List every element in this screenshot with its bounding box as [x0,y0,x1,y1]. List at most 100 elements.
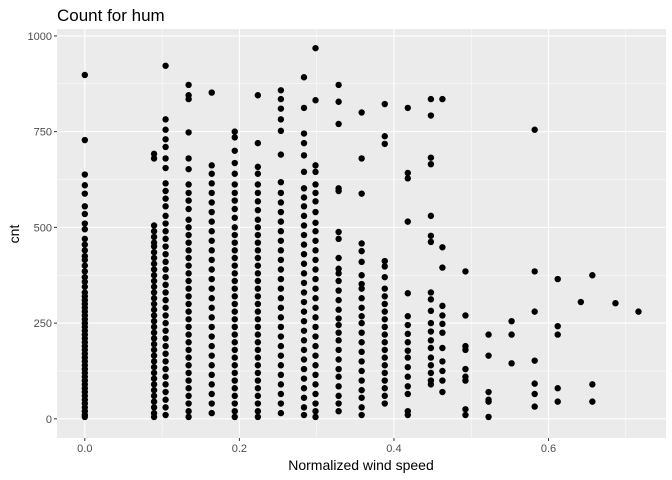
axis-ticks: 0.0 0.2 0.4 0.6 0 250 500 750 1000 [28,31,557,455]
data-point [335,235,342,243]
data-point [208,304,215,311]
data-point [335,315,342,322]
data-point [300,365,308,373]
data-point [254,231,262,239]
data-point [335,392,342,400]
data-point [508,331,515,338]
data-point [358,285,365,292]
data-point [208,256,215,264]
data-point [254,316,262,323]
data-point [208,89,215,96]
data-point [162,281,169,289]
data-point [531,268,538,275]
data-point [335,356,342,363]
data-point [231,308,238,315]
data-point [150,329,158,336]
data-point [300,411,308,419]
data-point [185,216,192,223]
y-axis-label: cnt [6,225,22,244]
data-point [427,112,435,119]
data-point [300,241,308,248]
data-point [335,296,342,304]
data-point [231,385,238,392]
data-point [185,392,192,400]
data-point [277,228,285,235]
data-point [162,312,169,319]
data-point [162,143,169,151]
data-point [531,308,538,315]
data-point [277,342,285,350]
data-point [208,170,215,177]
data-point [231,369,238,377]
data-point [185,205,192,213]
data-point [300,222,308,229]
data-point [185,270,192,277]
data-point [277,189,285,197]
data-point [277,116,285,123]
data-point [358,280,365,288]
data-point [81,203,89,210]
data-point [150,272,158,279]
x-tick-label: 0.0 [77,443,92,455]
data-point [150,260,158,267]
data-point [254,407,262,415]
data-point [531,126,538,133]
data-point [404,383,411,390]
data-point [277,105,285,112]
y-tick-label: 0 [46,414,52,426]
data-point [162,365,169,373]
data-point [150,300,158,308]
data-point [254,254,262,262]
data-point [254,181,262,188]
data-point [208,323,215,331]
data-point [150,340,158,348]
data-point [404,104,411,112]
data-point [312,208,319,216]
data-point [335,270,342,277]
data-point [231,239,238,246]
data-point [300,346,308,354]
data-point [358,295,365,302]
data-point [150,323,158,331]
data-point [208,237,215,244]
data-point [312,381,319,388]
data-point [312,390,319,398]
data-point [335,228,342,236]
data-point [150,283,158,290]
data-point [231,346,238,354]
data-point [277,237,285,244]
data-point [439,244,446,251]
data-point [150,277,158,285]
data-point [277,362,285,369]
data-point [231,254,238,262]
data-point [81,283,89,290]
data-point [312,352,319,359]
data-point [208,228,215,235]
data-point [312,228,319,235]
data-point [231,339,238,346]
data-point [254,369,262,377]
data-point [381,285,388,292]
data-point [427,154,435,161]
data-point [358,272,365,279]
data-point [231,277,238,285]
data-point [312,247,319,254]
data-point [185,262,192,269]
data-point [231,377,238,384]
data-point [277,371,285,379]
data-point [427,328,435,335]
data-point [231,262,238,269]
data-point [185,181,192,188]
data-point [312,323,319,331]
data-point [312,342,319,350]
data-point [335,265,342,272]
data-point [277,314,285,321]
data-point [439,302,446,310]
data-point [150,352,158,359]
data-point [185,331,192,338]
data-point [185,377,192,384]
data-point [254,362,262,369]
data-point [185,354,192,361]
data-point [150,243,158,250]
data-point [254,285,262,292]
